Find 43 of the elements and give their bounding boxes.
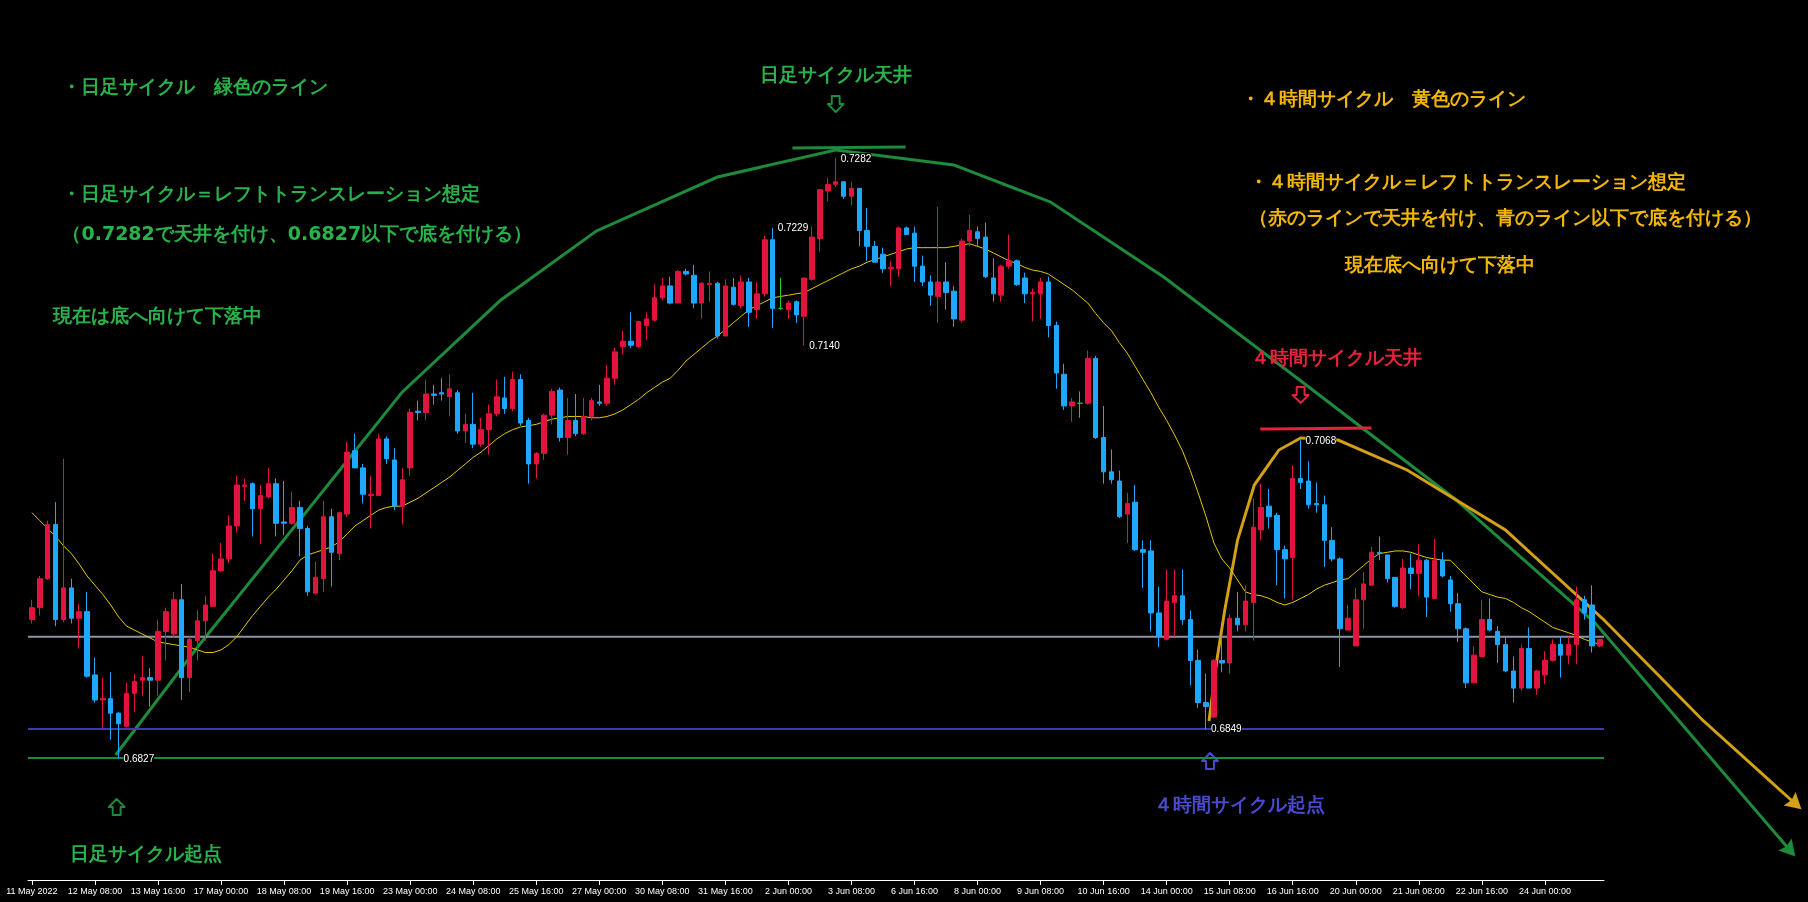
x-tick-label: 11 May 2022 [6,885,58,896]
x-tick-label: 19 May 16:00 [319,885,375,896]
annotation: 現在は底へ向けて下落中 [51,304,262,326]
annotation: 0.7282 [840,152,872,164]
annotation: 現在底へ向けて下落中 [1343,253,1535,275]
x-tick-label: 2 Jun 00:00 [764,885,812,896]
text: ４時間サイクル起点 [1154,793,1326,815]
x-tick-label: 9 Jun 08:00 [1017,885,1065,896]
x-tick-label: 24 Jun 00:00 [1518,885,1571,896]
x-tick-label: 12 May 08:00 [67,885,123,896]
x-tick-label: 20 Jun 00:00 [1329,885,1382,896]
annotation: 0.7140 [809,339,841,351]
x-tick-label: 31 May 16:00 [698,885,753,896]
annotation: 0.7229 [777,222,809,234]
x-tick-label: 22 Jun 16:00 [1455,885,1508,896]
x-tick-label: 23 May 00:00 [382,885,438,896]
x-tick-label: 6 Jun 16:00 [890,885,939,896]
x-tick-label: 25 May 16:00 [508,885,564,896]
text: 日足サイクル起点 [70,842,223,864]
annotation: 0.6827 [123,752,155,764]
x-tick-label: 8 Jun 00:00 [954,885,1002,896]
annotation: （0.7282で天井を付け、0.6827以下で底を付ける） [62,222,533,244]
x-tick-label: 18 May 08:00 [256,885,312,896]
x-tick-label: 30 May 08:00 [635,885,690,896]
x-tick-label: 21 Jun 08:00 [1392,885,1445,896]
x-tick-label: 13 May 16:00 [130,885,186,896]
annotation: ・４時間サイクル＝レフトトランスレーション想定 [1249,170,1687,192]
text: ・４時間サイクル 黄色のライン [1240,87,1526,109]
x-tick-label: 27 May 00:00 [572,885,627,896]
annotation: 0.7068 [1305,434,1337,446]
x-tick-label: 24 May 08:00 [445,885,501,896]
annotation: （赤のラインで天井を付け、青のライン以下で底を付ける） [1249,206,1763,228]
text: ・日足サイクル 緑色のライン [62,75,329,97]
x-tick-label: 10 Jun 16:00 [1077,885,1130,896]
annotation: ・日足サイクル＝レフトトランスレーション想定 [62,182,481,204]
x-tick-label: 14 Jun 00:00 [1140,885,1193,896]
text: 日足サイクル天井 [759,63,912,85]
annotation: ４時間サイクル天井 [1250,346,1422,368]
x-tick-label: 16 Jun 16:00 [1266,885,1319,896]
annotation: 0.6849 [1211,723,1243,735]
x-tick-label: 17 May 00:00 [193,885,249,896]
x-tick-label: 15 Jun 08:00 [1203,885,1256,896]
x-tick-label: 3 Jun 08:00 [827,885,875,896]
